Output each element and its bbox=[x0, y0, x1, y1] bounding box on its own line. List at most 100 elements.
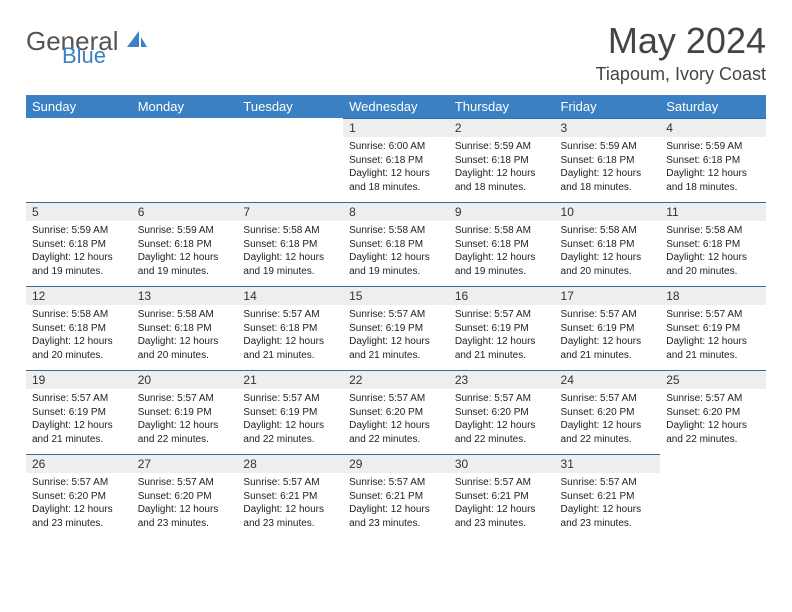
day-number: 5 bbox=[26, 202, 132, 221]
day-number: 4 bbox=[660, 118, 766, 137]
logo: General Blue bbox=[26, 26, 149, 57]
day-header: Wednesday bbox=[343, 95, 449, 118]
calendar-cell: 16Sunrise: 5:57 AMSunset: 6:19 PMDayligh… bbox=[449, 286, 555, 370]
calendar-row: 5Sunrise: 5:59 AMSunset: 6:18 PMDaylight… bbox=[26, 202, 766, 286]
day-details: Sunrise: 5:57 AMSunset: 6:19 PMDaylight:… bbox=[26, 389, 132, 449]
day-header: Saturday bbox=[660, 95, 766, 118]
day-details: Sunrise: 5:57 AMSunset: 6:21 PMDaylight:… bbox=[555, 473, 661, 533]
calendar-cell: 11Sunrise: 5:58 AMSunset: 6:18 PMDayligh… bbox=[660, 202, 766, 286]
day-details: Sunrise: 5:58 AMSunset: 6:18 PMDaylight:… bbox=[237, 221, 343, 281]
calendar-cell: 8Sunrise: 5:58 AMSunset: 6:18 PMDaylight… bbox=[343, 202, 449, 286]
calendar-cell: 22Sunrise: 5:57 AMSunset: 6:20 PMDayligh… bbox=[343, 370, 449, 454]
day-number: 23 bbox=[449, 370, 555, 389]
calendar-cell: 2Sunrise: 5:59 AMSunset: 6:18 PMDaylight… bbox=[449, 118, 555, 202]
calendar-row: 26Sunrise: 5:57 AMSunset: 6:20 PMDayligh… bbox=[26, 454, 766, 538]
day-header: Thursday bbox=[449, 95, 555, 118]
day-details: Sunrise: 5:57 AMSunset: 6:19 PMDaylight:… bbox=[132, 389, 238, 449]
calendar-cell: 31Sunrise: 5:57 AMSunset: 6:21 PMDayligh… bbox=[555, 454, 661, 538]
calendar-cell: 17Sunrise: 5:57 AMSunset: 6:19 PMDayligh… bbox=[555, 286, 661, 370]
calendar-cell: 19Sunrise: 5:57 AMSunset: 6:19 PMDayligh… bbox=[26, 370, 132, 454]
day-number: 12 bbox=[26, 286, 132, 305]
day-number: 1 bbox=[343, 118, 449, 137]
day-details: Sunrise: 5:59 AMSunset: 6:18 PMDaylight:… bbox=[555, 137, 661, 197]
calendar-row: 12Sunrise: 5:58 AMSunset: 6:18 PMDayligh… bbox=[26, 286, 766, 370]
logo-sail-icon bbox=[125, 29, 149, 54]
day-number: 31 bbox=[555, 454, 661, 473]
day-number: 9 bbox=[449, 202, 555, 221]
day-number: 6 bbox=[132, 202, 238, 221]
calendar-cell: 3Sunrise: 5:59 AMSunset: 6:18 PMDaylight… bbox=[555, 118, 661, 202]
calendar-cell: 18Sunrise: 5:57 AMSunset: 6:19 PMDayligh… bbox=[660, 286, 766, 370]
calendar-cell: 23Sunrise: 5:57 AMSunset: 6:20 PMDayligh… bbox=[449, 370, 555, 454]
calendar-cell: 24Sunrise: 5:57 AMSunset: 6:20 PMDayligh… bbox=[555, 370, 661, 454]
logo-text-blue: Blue bbox=[62, 43, 106, 69]
day-details: Sunrise: 5:57 AMSunset: 6:21 PMDaylight:… bbox=[237, 473, 343, 533]
day-number: 2 bbox=[449, 118, 555, 137]
calendar-cell: 9Sunrise: 5:58 AMSunset: 6:18 PMDaylight… bbox=[449, 202, 555, 286]
calendar-cell: 12Sunrise: 5:58 AMSunset: 6:18 PMDayligh… bbox=[26, 286, 132, 370]
day-number: 24 bbox=[555, 370, 661, 389]
calendar-cell: 29Sunrise: 5:57 AMSunset: 6:21 PMDayligh… bbox=[343, 454, 449, 538]
header: General Blue May 2024 Tiapoum, Ivory Coa… bbox=[26, 20, 766, 85]
title-block: May 2024 Tiapoum, Ivory Coast bbox=[596, 20, 766, 85]
day-number: 25 bbox=[660, 370, 766, 389]
day-number: 22 bbox=[343, 370, 449, 389]
day-details: Sunrise: 5:57 AMSunset: 6:20 PMDaylight:… bbox=[555, 389, 661, 449]
day-number: 16 bbox=[449, 286, 555, 305]
day-details: Sunrise: 5:57 AMSunset: 6:19 PMDaylight:… bbox=[555, 305, 661, 365]
calendar-row: 19Sunrise: 5:57 AMSunset: 6:19 PMDayligh… bbox=[26, 370, 766, 454]
day-details: Sunrise: 5:59 AMSunset: 6:18 PMDaylight:… bbox=[26, 221, 132, 281]
calendar-cell bbox=[26, 118, 132, 202]
day-number: 15 bbox=[343, 286, 449, 305]
day-number: 30 bbox=[449, 454, 555, 473]
calendar-cell: 20Sunrise: 5:57 AMSunset: 6:19 PMDayligh… bbox=[132, 370, 238, 454]
day-details: Sunrise: 5:57 AMSunset: 6:20 PMDaylight:… bbox=[449, 389, 555, 449]
day-details: Sunrise: 5:58 AMSunset: 6:18 PMDaylight:… bbox=[343, 221, 449, 281]
day-details: Sunrise: 5:59 AMSunset: 6:18 PMDaylight:… bbox=[132, 221, 238, 281]
day-header: Sunday bbox=[26, 95, 132, 118]
day-number: 28 bbox=[237, 454, 343, 473]
day-details: Sunrise: 6:00 AMSunset: 6:18 PMDaylight:… bbox=[343, 137, 449, 197]
calendar-cell: 25Sunrise: 5:57 AMSunset: 6:20 PMDayligh… bbox=[660, 370, 766, 454]
calendar-cell bbox=[660, 454, 766, 538]
day-number: 21 bbox=[237, 370, 343, 389]
day-number: 18 bbox=[660, 286, 766, 305]
calendar-cell: 30Sunrise: 5:57 AMSunset: 6:21 PMDayligh… bbox=[449, 454, 555, 538]
calendar-cell: 28Sunrise: 5:57 AMSunset: 6:21 PMDayligh… bbox=[237, 454, 343, 538]
day-number: 8 bbox=[343, 202, 449, 221]
day-details: Sunrise: 5:57 AMSunset: 6:21 PMDaylight:… bbox=[343, 473, 449, 533]
day-details: Sunrise: 5:57 AMSunset: 6:19 PMDaylight:… bbox=[660, 305, 766, 365]
calendar-cell: 1Sunrise: 6:00 AMSunset: 6:18 PMDaylight… bbox=[343, 118, 449, 202]
calendar-cell: 27Sunrise: 5:57 AMSunset: 6:20 PMDayligh… bbox=[132, 454, 238, 538]
calendar-cell: 15Sunrise: 5:57 AMSunset: 6:19 PMDayligh… bbox=[343, 286, 449, 370]
day-number: 13 bbox=[132, 286, 238, 305]
calendar-cell: 13Sunrise: 5:58 AMSunset: 6:18 PMDayligh… bbox=[132, 286, 238, 370]
day-details: Sunrise: 5:58 AMSunset: 6:18 PMDaylight:… bbox=[132, 305, 238, 365]
day-number: 17 bbox=[555, 286, 661, 305]
calendar-cell bbox=[132, 118, 238, 202]
day-number: 26 bbox=[26, 454, 132, 473]
day-number: 10 bbox=[555, 202, 661, 221]
calendar-row: 1Sunrise: 6:00 AMSunset: 6:18 PMDaylight… bbox=[26, 118, 766, 202]
day-details: Sunrise: 5:57 AMSunset: 6:18 PMDaylight:… bbox=[237, 305, 343, 365]
day-details: Sunrise: 5:57 AMSunset: 6:19 PMDaylight:… bbox=[237, 389, 343, 449]
calendar-cell: 10Sunrise: 5:58 AMSunset: 6:18 PMDayligh… bbox=[555, 202, 661, 286]
day-details: Sunrise: 5:57 AMSunset: 6:19 PMDaylight:… bbox=[343, 305, 449, 365]
calendar-cell: 7Sunrise: 5:58 AMSunset: 6:18 PMDaylight… bbox=[237, 202, 343, 286]
day-number: 29 bbox=[343, 454, 449, 473]
day-details: Sunrise: 5:58 AMSunset: 6:18 PMDaylight:… bbox=[660, 221, 766, 281]
calendar-table: SundayMondayTuesdayWednesdayThursdayFrid… bbox=[26, 95, 766, 538]
day-details: Sunrise: 5:59 AMSunset: 6:18 PMDaylight:… bbox=[449, 137, 555, 197]
calendar-cell: 6Sunrise: 5:59 AMSunset: 6:18 PMDaylight… bbox=[132, 202, 238, 286]
day-details: Sunrise: 5:57 AMSunset: 6:20 PMDaylight:… bbox=[343, 389, 449, 449]
page-subtitle: Tiapoum, Ivory Coast bbox=[596, 64, 766, 85]
day-details: Sunrise: 5:59 AMSunset: 6:18 PMDaylight:… bbox=[660, 137, 766, 197]
day-number: 20 bbox=[132, 370, 238, 389]
calendar-cell: 4Sunrise: 5:59 AMSunset: 6:18 PMDaylight… bbox=[660, 118, 766, 202]
calendar-cell: 14Sunrise: 5:57 AMSunset: 6:18 PMDayligh… bbox=[237, 286, 343, 370]
page-title: May 2024 bbox=[596, 20, 766, 62]
day-details: Sunrise: 5:57 AMSunset: 6:21 PMDaylight:… bbox=[449, 473, 555, 533]
calendar-cell bbox=[237, 118, 343, 202]
day-number: 14 bbox=[237, 286, 343, 305]
day-header: Friday bbox=[555, 95, 661, 118]
